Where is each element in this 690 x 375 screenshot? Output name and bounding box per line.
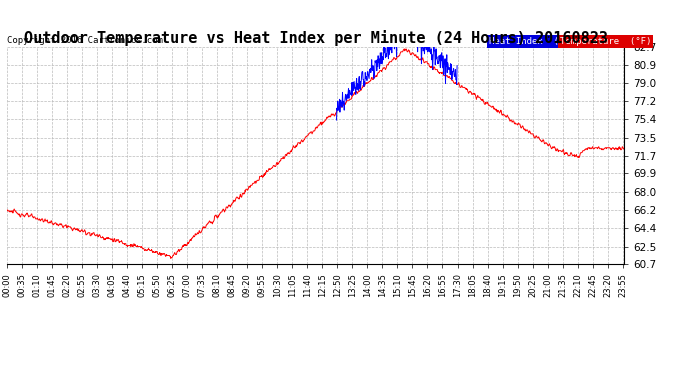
Text: Copyright 2016 Cartronics.com: Copyright 2016 Cartronics.com [7,36,163,45]
Title: Outdoor Temperature vs Heat Index per Minute (24 Hours) 20160823: Outdoor Temperature vs Heat Index per Mi… [23,30,608,46]
Text: Heat Index  (°F): Heat Index (°F) [489,37,575,46]
Text: Temperature  (°F): Temperature (°F) [560,37,651,46]
